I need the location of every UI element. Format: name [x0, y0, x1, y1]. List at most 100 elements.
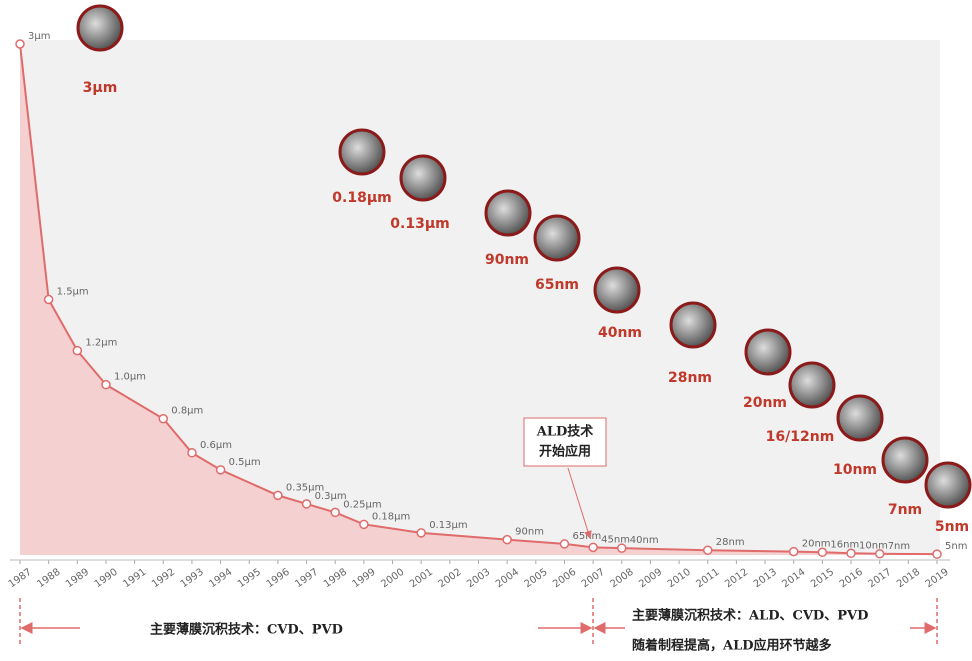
- node-image: [924, 461, 972, 509]
- value-label: 16nm: [830, 539, 859, 550]
- x-tick-label: 1987: [7, 567, 34, 591]
- value-label: 0.25μm: [343, 499, 381, 510]
- value-label: 0.13μm: [429, 520, 467, 531]
- annotation: 开始应用: [539, 444, 591, 460]
- point: [330, 507, 340, 518]
- point: [359, 519, 369, 530]
- value-label: 40nm: [630, 535, 659, 546]
- x-tick-label: 2013: [752, 567, 779, 591]
- x-tick-label: 1991: [121, 567, 148, 591]
- value-label: 0.3μm: [315, 491, 347, 502]
- value-label: 5nm: [945, 541, 967, 552]
- x-tick-label: 1997: [293, 567, 320, 591]
- x-tick-label: 2002: [437, 567, 464, 591]
- node-label: 0.18μm: [332, 190, 391, 206]
- point: [588, 542, 598, 553]
- point: [43, 294, 54, 305]
- value-label: 20nm: [802, 539, 831, 550]
- x-tick-label: 2001: [408, 567, 435, 591]
- x-tick-label: 2015: [809, 567, 836, 591]
- value-label: 1.5μm: [57, 287, 89, 298]
- x-tick-label: 2014: [780, 567, 807, 591]
- x-tick-label: 1996: [265, 567, 292, 591]
- node-label: 65nm: [535, 277, 579, 293]
- point: [846, 548, 856, 559]
- x-tick-label: 2011: [694, 567, 721, 591]
- node-label: 40nm: [598, 325, 642, 341]
- node-label: 90nm: [485, 252, 529, 268]
- era-markers: [19, 598, 938, 645]
- x-tick-label: 1990: [93, 567, 120, 591]
- x-tick-label: 2016: [838, 567, 865, 591]
- x-tick-label: 1993: [179, 567, 206, 591]
- x-tick-label: 1994: [207, 567, 234, 591]
- node-image: [76, 4, 124, 52]
- value-label: 0.18μm: [372, 511, 410, 522]
- node-image: [669, 301, 717, 349]
- value-label: 0.5μm: [229, 457, 261, 468]
- node-label: 5nm: [935, 519, 969, 535]
- point: [703, 545, 713, 555]
- point: [72, 345, 83, 356]
- x-tick-label: 1989: [64, 567, 91, 591]
- node-label: 7nm: [888, 502, 922, 518]
- point: [187, 448, 197, 458]
- x-tick-label: 2019: [924, 567, 951, 591]
- point: [874, 549, 885, 559]
- x-tick-label: 2000: [379, 567, 406, 591]
- x-tick-label: 2007: [580, 567, 607, 591]
- value-label: 3μm: [28, 31, 50, 42]
- x-tick-label: 2018: [895, 567, 922, 591]
- x-tick-label: 2003: [465, 567, 492, 591]
- value-label: 10nm: [859, 540, 888, 551]
- value-label: 7nm: [888, 541, 910, 552]
- point: [559, 539, 570, 549]
- node-image: [484, 189, 532, 237]
- x-tick-label: 1999: [351, 567, 378, 591]
- value-label: 1.2μm: [85, 338, 117, 349]
- node-image: [836, 394, 884, 442]
- x-tick-label: 2010: [666, 567, 693, 591]
- node-image: [744, 328, 792, 376]
- node-image: [788, 361, 836, 409]
- point: [932, 549, 942, 559]
- x-tick-label: 2009: [637, 567, 664, 591]
- value-label: 0.35μm: [286, 482, 324, 493]
- point: [215, 465, 226, 475]
- point: [273, 490, 283, 501]
- value-label: 45nm: [601, 534, 630, 545]
- era-label: 主要薄膜沉积技术：ALD、CVD、PVD: [632, 608, 868, 624]
- x-tick-label: 1995: [236, 567, 263, 591]
- value-label: 0.6μm: [200, 440, 232, 451]
- x-tick-label: 2005: [523, 567, 550, 591]
- x-tick-label: 1992: [150, 567, 177, 591]
- value-label: 1.0μm: [114, 372, 146, 383]
- x-tick-label: 1998: [322, 567, 349, 591]
- x-tick-label: 2006: [551, 567, 578, 591]
- node-label: 10nm: [833, 462, 877, 478]
- point: [301, 499, 312, 509]
- annotation-box: [523, 417, 607, 467]
- x-tick-label: 2004: [494, 567, 521, 591]
- node-label: 20nm: [743, 395, 787, 411]
- node-label: 3μm: [83, 80, 118, 96]
- era-label: 主要薄膜沉积技术：CVD、PVD: [150, 622, 343, 638]
- node-image: [593, 266, 641, 314]
- value-label: 28nm: [716, 537, 745, 548]
- area: [20, 44, 937, 555]
- point: [15, 39, 25, 49]
- value-label: 0.8μm: [171, 406, 203, 417]
- annotation-arrow: [567, 467, 592, 539]
- node-image: [533, 214, 581, 262]
- x-tick-label: 2008: [608, 567, 635, 591]
- value-label: 90nm: [515, 527, 544, 538]
- point: [416, 528, 426, 538]
- node-image: [338, 128, 386, 176]
- node-image: [399, 154, 447, 202]
- node-label: 28nm: [668, 370, 712, 386]
- x-tick-label: 2017: [866, 567, 893, 591]
- point: [101, 379, 111, 390]
- x-tick-label: 2012: [723, 567, 750, 591]
- line: [19, 43, 938, 556]
